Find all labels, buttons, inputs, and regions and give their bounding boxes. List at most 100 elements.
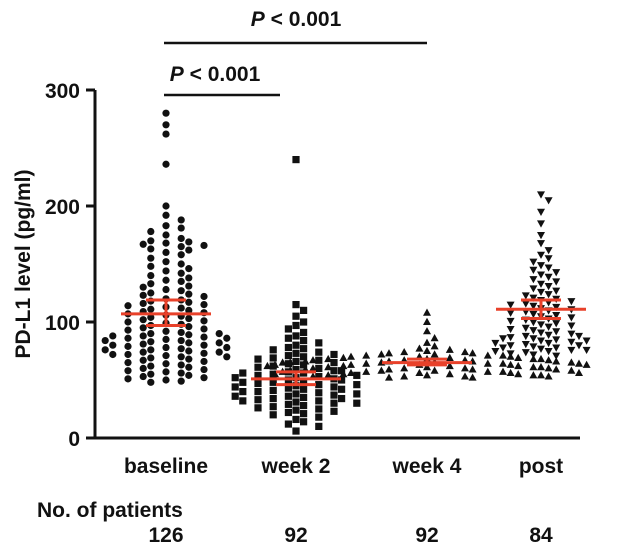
data-point-circle — [139, 372, 147, 381]
data-point-triangle-down — [567, 346, 576, 355]
data-point-triangle-up — [423, 308, 431, 316]
data-point-square — [338, 385, 346, 393]
data-point-triangle-up — [468, 373, 477, 381]
data-point-triangle-down — [544, 255, 553, 263]
data-point-square — [315, 389, 323, 397]
data-point-circle — [177, 287, 185, 295]
data-point-circle — [177, 277, 185, 285]
data-point-triangle-down — [537, 288, 545, 297]
data-point-circle — [139, 240, 147, 248]
data-point-square — [254, 404, 262, 412]
data-point-square — [315, 356, 323, 364]
data-point-circle — [185, 347, 193, 355]
data-point-circle — [147, 227, 155, 236]
data-point-triangle-down — [521, 292, 530, 300]
data-point-circle — [185, 339, 193, 347]
data-point-square — [353, 371, 361, 379]
data-point-triangle-up — [347, 360, 355, 368]
data-point-circle — [139, 340, 147, 348]
data-point-triangle-up — [278, 358, 287, 366]
data-point-triangle-down — [537, 321, 545, 329]
data-point-triangle-up — [339, 353, 348, 361]
data-point-triangle-up — [400, 364, 409, 372]
data-point-triangle-up — [544, 372, 553, 380]
data-point-triangle-down — [506, 334, 515, 342]
data-point-square — [254, 388, 262, 396]
data-point-circle — [124, 367, 132, 375]
data-point-triangle-down — [506, 342, 515, 350]
data-point-circle — [124, 326, 132, 334]
data-point-square — [284, 408, 292, 417]
data-point-circle — [147, 354, 155, 362]
data-point-triangle-up — [445, 370, 454, 378]
data-point-circle — [124, 318, 132, 326]
data-point-circle — [177, 369, 185, 377]
data-point-square — [338, 376, 346, 384]
data-point-triangle-up — [461, 372, 469, 380]
data-point-triangle-down — [582, 346, 591, 355]
patients-count-week-2: 92 — [284, 524, 307, 547]
data-point-square — [254, 371, 262, 379]
data-point-triangle-down — [537, 240, 545, 248]
data-point-triangle-down — [529, 343, 538, 351]
data-point-triangle-up — [430, 366, 439, 374]
data-point-triangle-down — [552, 269, 561, 277]
patients-count-week-4: 92 — [415, 524, 438, 547]
data-point-circle — [200, 349, 208, 357]
data-point-triangle-down — [529, 276, 538, 284]
data-point-circle — [185, 265, 193, 273]
data-point-triangle-down — [544, 348, 553, 356]
data-point-triangle-down — [544, 283, 553, 291]
data-point-triangle-up — [537, 354, 545, 363]
data-point-triangle-down — [544, 291, 553, 299]
data-point-circle — [139, 332, 147, 340]
data-point-square — [330, 350, 338, 359]
data-point-circle — [162, 109, 170, 117]
data-point-triangle-up — [362, 367, 371, 375]
data-point-square — [292, 312, 300, 320]
data-point-triangle-up — [377, 366, 386, 374]
data-point-triangle-up — [445, 353, 454, 361]
data-point-triangle-up — [430, 342, 439, 350]
data-point-triangle-up — [324, 371, 333, 379]
data-point-square — [330, 391, 338, 399]
data-point-circle — [200, 317, 208, 325]
data-point-triangle-up — [271, 360, 279, 368]
data-point-triangle-down — [552, 287, 561, 295]
data-point-square — [300, 353, 308, 361]
data-point-square — [338, 367, 346, 375]
data-point-square — [284, 343, 292, 352]
data-point-triangle-up — [461, 364, 469, 372]
data-point-square — [353, 381, 361, 389]
y-tick-label: 300 — [45, 80, 80, 103]
data-point-triangle-up — [347, 368, 355, 377]
data-point-square — [292, 332, 300, 340]
data-point-circle — [185, 274, 193, 282]
data-point-triangle-up — [537, 363, 545, 371]
data-point-triangle-up — [286, 358, 295, 366]
data-point-triangle-up — [309, 364, 317, 372]
data-point-circle — [177, 224, 185, 232]
data-point-circle — [147, 280, 155, 288]
data-point-triangle-up — [514, 361, 523, 370]
data-point-circle — [162, 248, 170, 256]
data-point-square — [353, 390, 361, 398]
data-point-circle — [124, 302, 132, 310]
data-point-square — [292, 427, 300, 435]
data-point-triangle-up — [263, 361, 272, 370]
data-point-circle — [147, 313, 155, 321]
data-point-triangle-up — [552, 365, 561, 373]
data-point-circle — [124, 350, 132, 359]
data-point-square — [330, 407, 338, 415]
data-point-triangle-down — [529, 335, 538, 343]
data-point-square — [239, 388, 247, 396]
y-axis-label: PD-L1 level (pg/ml) — [12, 169, 35, 358]
data-point-triangle-down — [552, 303, 561, 312]
data-point-circle — [185, 355, 193, 363]
data-point-circle — [147, 346, 155, 354]
data-point-square — [269, 386, 277, 395]
data-point-triangle-up — [423, 346, 431, 354]
data-point-circle — [162, 258, 170, 266]
data-point-triangle-up — [483, 351, 492, 359]
